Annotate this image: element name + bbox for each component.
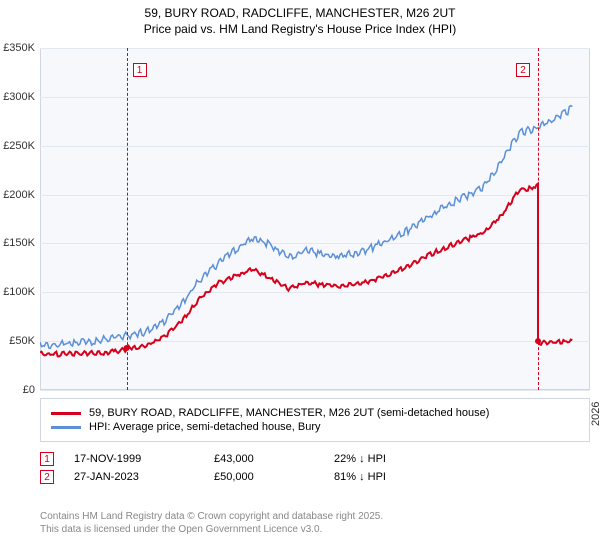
legend-item: HPI: Average price, semi-detached house,… <box>51 421 579 433</box>
legend-swatch <box>51 426 81 429</box>
legend-swatch <box>51 412 81 415</box>
marker-date: 27-JAN-2023 <box>74 471 214 483</box>
footer: Contains HM Land Registry data © Crown c… <box>40 510 383 536</box>
marker-line <box>538 48 539 390</box>
legend-item: 59, BURY ROAD, RADCLIFFE, MANCHESTER, M2… <box>51 407 579 419</box>
plot-svg <box>40 48 590 390</box>
y-tick-label: £200K <box>3 189 35 201</box>
marker-delta: 81% ↓ HPI <box>334 471 454 483</box>
marker-line <box>127 48 128 390</box>
marker-box: 1 <box>133 63 147 77</box>
series-line <box>40 106 572 349</box>
y-tick-label: £350K <box>3 42 35 54</box>
series-line <box>40 184 572 357</box>
marker-row: 1 17-NOV-1999 £43,000 22% ↓ HPI <box>40 452 590 466</box>
marker-price: £50,000 <box>214 471 334 483</box>
chart-subtitle: Price paid vs. HM Land Registry's House … <box>0 22 600 36</box>
x-tick-label: 2026 <box>590 402 600 426</box>
y-tick-label: £250K <box>3 140 35 152</box>
markers-table: 1 17-NOV-1999 £43,000 22% ↓ HPI 2 27-JAN… <box>40 448 590 488</box>
marker-box: 2 <box>516 63 530 77</box>
marker-badge: 2 <box>40 470 54 484</box>
y-tick-label: £150K <box>3 237 35 249</box>
legend: 59, BURY ROAD, RADCLIFFE, MANCHESTER, M2… <box>40 398 590 442</box>
chart-title: 59, BURY ROAD, RADCLIFFE, MANCHESTER, M2… <box>0 0 600 22</box>
y-tick-label: £300K <box>3 91 35 103</box>
marker-row: 2 27-JAN-2023 £50,000 81% ↓ HPI <box>40 470 590 484</box>
chart-area: 12 £0£50K£100K£150K£200K£250K£300K£350K … <box>40 48 590 390</box>
chart-container: 59, BURY ROAD, RADCLIFFE, MANCHESTER, M2… <box>0 0 600 560</box>
footer-license: This data is licensed under the Open Gov… <box>40 523 383 536</box>
marker-date: 17-NOV-1999 <box>74 453 214 465</box>
y-tick-label: £100K <box>3 286 35 298</box>
legend-label: HPI: Average price, semi-detached house,… <box>89 421 321 433</box>
y-tick-label: £50K <box>9 335 35 347</box>
y-tick-label: £0 <box>23 384 35 396</box>
marker-badge: 1 <box>40 452 54 466</box>
legend-label: 59, BURY ROAD, RADCLIFFE, MANCHESTER, M2… <box>89 407 489 419</box>
marker-delta: 22% ↓ HPI <box>334 453 454 465</box>
footer-copyright: Contains HM Land Registry data © Crown c… <box>40 510 383 523</box>
marker-price: £43,000 <box>214 453 334 465</box>
